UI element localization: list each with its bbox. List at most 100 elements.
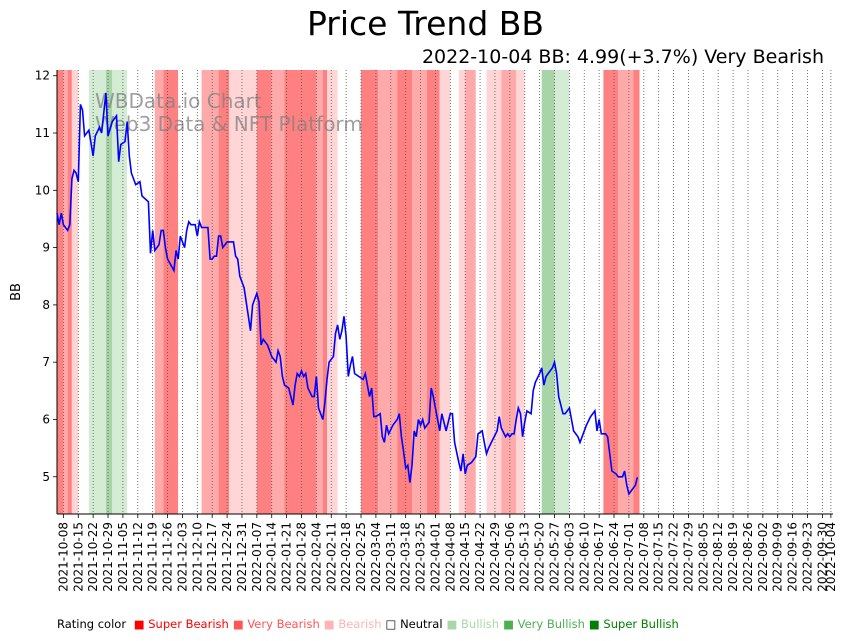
rating-band [67, 70, 72, 514]
y-tick-label: 7 [42, 355, 50, 369]
legend-item: ■ Very Bullish [503, 617, 585, 631]
rating-band [603, 70, 619, 514]
x-axis: 2021-10-08 2021-10-15 2021-10-22 2021-10-29… [56, 70, 838, 592]
rating-band [105, 70, 113, 514]
x-tick-label: 2022-03-25 [414, 522, 428, 592]
rating-band [57, 70, 64, 514]
x-tick-label: 2021-12-17 [205, 522, 219, 592]
x-tick-label: 2022-04-22 [473, 522, 487, 592]
x-tick-label: 2021-12-03 [175, 522, 189, 592]
legend-item: ■ Super Bearish [133, 617, 229, 631]
x-tick-label: 2021-10-29 [101, 522, 115, 592]
chart-title: Price Trend BB [306, 4, 545, 43]
rating-band [524, 70, 542, 514]
chart-subtitle: 2022-10-04 BB: 4.99(+3.7%) Very Bearish [421, 46, 824, 68]
rating-band [337, 70, 362, 514]
y-tick-label: 12 [35, 69, 50, 83]
x-tick-label: 2022-06-03 [562, 522, 576, 592]
watermark-text: WBData.io Chart [95, 89, 262, 113]
y-tick-label: 9 [42, 241, 50, 255]
watermark-text: Web3 Data & NFT Platform [95, 112, 363, 136]
x-tick-label: 2022-03-04 [369, 522, 383, 592]
x-tick-label: 2022-03-18 [399, 522, 413, 592]
rating-band [63, 70, 68, 514]
rating-band [618, 70, 634, 514]
rating-band [475, 70, 487, 514]
rating-band [178, 70, 202, 514]
x-tick-label: 2022-07-08 [637, 522, 651, 592]
x-tick-label: 2021-10-22 [86, 522, 100, 592]
rating-band [256, 70, 272, 514]
legend-item: ■ Very Bearish [232, 617, 320, 631]
x-tick-label: 2021-11-26 [161, 522, 175, 592]
x-tick-label: 2021-11-19 [146, 522, 160, 592]
rating-band [327, 70, 338, 514]
rating-band [284, 70, 317, 514]
x-tick-label: 2022-09-23 [800, 522, 814, 592]
x-tick-label: 2022-01-28 [294, 522, 308, 592]
x-tick-label: 2022-09-16 [786, 522, 800, 592]
x-tick-label: 2022-08-12 [711, 522, 725, 592]
rating-band [71, 70, 79, 514]
rating-band [412, 70, 427, 514]
x-tick-label: 2022-05-06 [503, 522, 517, 592]
x-tick-label: 2022-02-11 [324, 522, 338, 592]
x-tick-label: 2022-04-15 [458, 522, 472, 592]
x-tick-label: 2022-07-29 [681, 522, 695, 592]
legend-item: ■ Super Bullish [588, 617, 679, 631]
x-tick-label: 2022-06-24 [607, 522, 621, 592]
y-tick-label: 6 [42, 412, 50, 426]
x-tick-label: 2022-05-27 [547, 522, 561, 592]
x-tick-label: 2022-02-04 [309, 522, 323, 592]
x-tick-label: 2021-11-05 [116, 522, 130, 592]
rating-band [78, 70, 89, 514]
rating-band [465, 70, 476, 514]
rating-band [554, 70, 570, 514]
y-tick-label: 11 [35, 126, 50, 140]
legend-title: Rating color [57, 617, 127, 631]
x-tick-label: 2022-01-14 [265, 522, 279, 592]
rating-bands [57, 70, 640, 514]
x-tick-label: 2021-10-08 [56, 522, 70, 592]
rating-band [229, 70, 257, 514]
rating-band [112, 70, 128, 514]
y-axis: 5 6 7 8 9 10 11 12 [35, 69, 58, 514]
rating-band [426, 70, 440, 514]
rating-band [218, 70, 230, 514]
x-tick-label: 2022-08-26 [741, 522, 755, 592]
x-tick-label: 2022-05-13 [518, 522, 532, 592]
rating-legend: Rating color ■ Super Bearish ■ Very Beari… [57, 617, 687, 631]
y-tick-label: 10 [35, 183, 50, 197]
rating-band [322, 70, 328, 514]
rating-band [450, 70, 459, 514]
x-tick-label: 2022-09-30 [815, 522, 829, 592]
rating-band [361, 70, 379, 514]
x-tick-label: 2021-12-10 [190, 522, 204, 592]
rating-band [501, 70, 517, 514]
rating-band [378, 70, 398, 514]
rating-band [271, 70, 285, 514]
rating-band [154, 70, 164, 514]
x-tick-label: 2022-01-07 [250, 522, 264, 592]
x-tick-label: 2022-07-01 [622, 522, 636, 592]
x-tick-label: 2022-08-19 [726, 522, 740, 592]
x-tick-label: 2022-04-08 [443, 522, 457, 592]
x-tick-label: 2022-02-25 [354, 522, 368, 592]
rating-band [201, 70, 219, 514]
rating-band [633, 70, 640, 514]
x-tick-label: 2022-07-22 [667, 522, 681, 592]
x-tick-label: 2021-12-31 [235, 522, 249, 592]
rating-band [458, 70, 466, 514]
x-tick-label: 2022-06-10 [577, 522, 591, 592]
x-tick-label: 2022-10-04 [824, 522, 838, 592]
x-tick-label: 2022-03-11 [384, 522, 398, 592]
x-tick-label: 2022-08-05 [696, 522, 710, 592]
rating-band [316, 70, 323, 514]
price-line-group [56, 92, 639, 496]
y-tick-label: 5 [42, 470, 50, 484]
y-tick-label: 8 [42, 298, 50, 312]
rating-band [516, 70, 525, 514]
x-tick-label: 2021-11-12 [131, 522, 145, 592]
